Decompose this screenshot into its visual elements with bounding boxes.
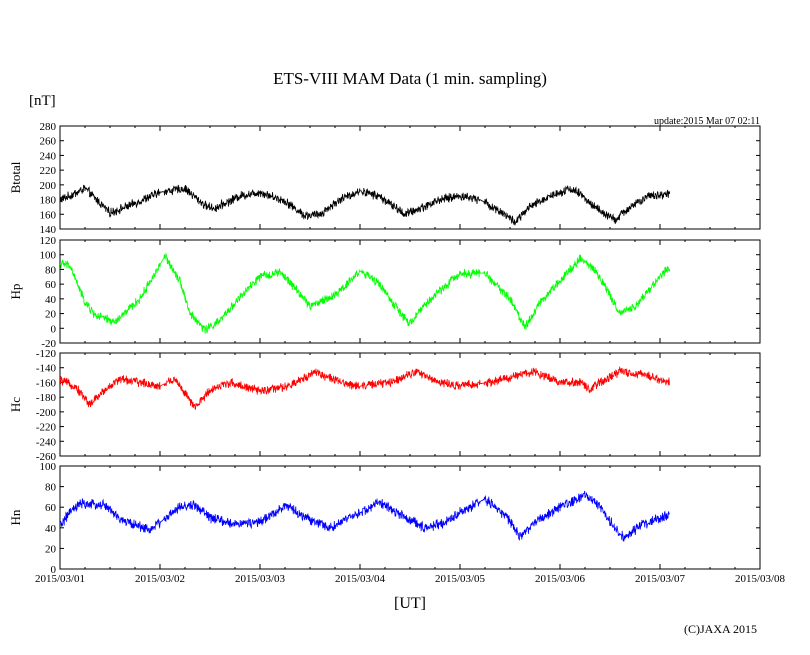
y-tick-label: 80: [45, 482, 57, 494]
x-tick-label: 2015/03/01: [35, 573, 85, 585]
y-tick-label: 80: [45, 264, 57, 276]
x-tick-label: 2015/03/08: [735, 573, 786, 585]
series-line-hc: [60, 366, 671, 410]
y-tick-label: -260: [36, 451, 57, 463]
chart-title: ETS-VIII MAM Data (1 min. sampling): [273, 69, 547, 88]
x-tick-label: 2015/03/02: [135, 573, 185, 585]
x-tick-label: 2015/03/04: [335, 573, 386, 585]
copyright-credit: (C)JAXA 2015: [684, 622, 757, 636]
y-tick-label: 20: [45, 309, 57, 321]
y-axis-label: Btotal: [8, 161, 23, 193]
x-tick-label: 2015/03/07: [635, 573, 686, 585]
y-tick-label: -20: [41, 338, 56, 350]
x-axis-label: [UT]: [394, 595, 426, 612]
y-tick-label: 40: [45, 294, 57, 306]
series-line-hn: [60, 490, 671, 542]
y-tick-label: 180: [40, 195, 57, 207]
y-tick-label: 120: [40, 235, 57, 247]
y-tick-label: 240: [40, 150, 57, 162]
panels: 140160180200220240260280Btotal-200204060…: [8, 121, 786, 585]
y-tick-label: -180: [36, 392, 57, 404]
y-tick-label: -240: [36, 436, 57, 448]
panel-frame: [59, 352, 761, 457]
x-tick-label: 2015/03/03: [235, 573, 286, 585]
y-tick-label: 100: [40, 461, 57, 473]
y-tick-label: 40: [45, 523, 57, 535]
panel-hn: 0 20 40 60 80 100 Hn: [8, 461, 761, 576]
panel-btotal: 140 160 180 200 220 240 260 280 Btotal: [8, 121, 761, 236]
unit-label: [nT]: [29, 93, 56, 109]
y-tick-label: -220: [36, 422, 57, 434]
y-tick-label: -200: [36, 407, 57, 419]
x-tick-label: 2015/03/06: [535, 573, 586, 585]
x-tick-label: 2015/03/05: [435, 573, 486, 585]
update-text: update:2015 Mar 07 02:11: [654, 116, 760, 127]
y-tick-label: -160: [36, 377, 57, 389]
y-tick-label: 200: [40, 180, 57, 192]
panel-hp: -20 0 20 40 60 80 100 120 Hp: [8, 235, 761, 350]
y-tick-label: 140: [40, 224, 57, 236]
y-tick-label: 280: [40, 121, 57, 133]
y-axis-label: Hn: [8, 509, 23, 525]
y-tick-label: -120: [36, 348, 57, 360]
y-tick-label: 260: [40, 136, 57, 148]
y-tick-label: 220: [40, 165, 57, 177]
y-tick-label: 20: [45, 543, 57, 555]
y-tick-label: 0: [51, 564, 57, 576]
y-axis-label: Hp: [8, 284, 23, 300]
y-axis-label: Hc: [8, 397, 23, 412]
y-tick-label: -140: [36, 363, 57, 375]
panel-frame: [59, 125, 761, 230]
y-tick-label: 60: [45, 279, 57, 291]
series-line-hp: [60, 252, 671, 334]
panel-hc: -260 -240 -220 -200 -180 -160 -140 -120 Hc: [8, 348, 761, 463]
y-tick-label: 100: [40, 250, 57, 262]
y-tick-label: 0: [51, 323, 57, 335]
y-tick-label: 60: [45, 502, 57, 514]
series-line-btotal: [60, 184, 671, 226]
y-tick-label: 160: [40, 209, 57, 221]
